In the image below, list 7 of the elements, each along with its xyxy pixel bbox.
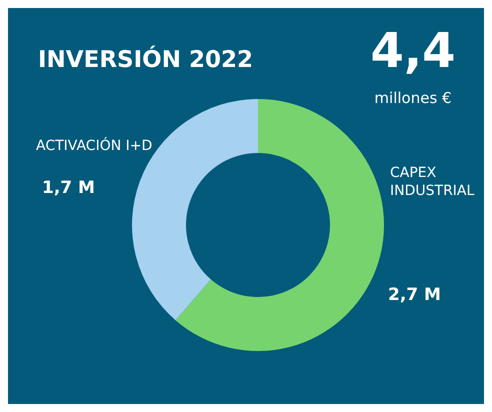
slice-label: CAPEX INDUSTRIAL <box>390 165 474 199</box>
chart-title: INVERSIÓN 2022 <box>38 45 253 73</box>
text: 4,4 <box>370 23 456 79</box>
data-label: 2,7 M <box>388 285 441 305</box>
data-label: 1,7 M <box>42 178 95 198</box>
text: millones € <box>374 89 452 107</box>
slice-label: ACTIVACIÓN I+D <box>36 137 152 154</box>
